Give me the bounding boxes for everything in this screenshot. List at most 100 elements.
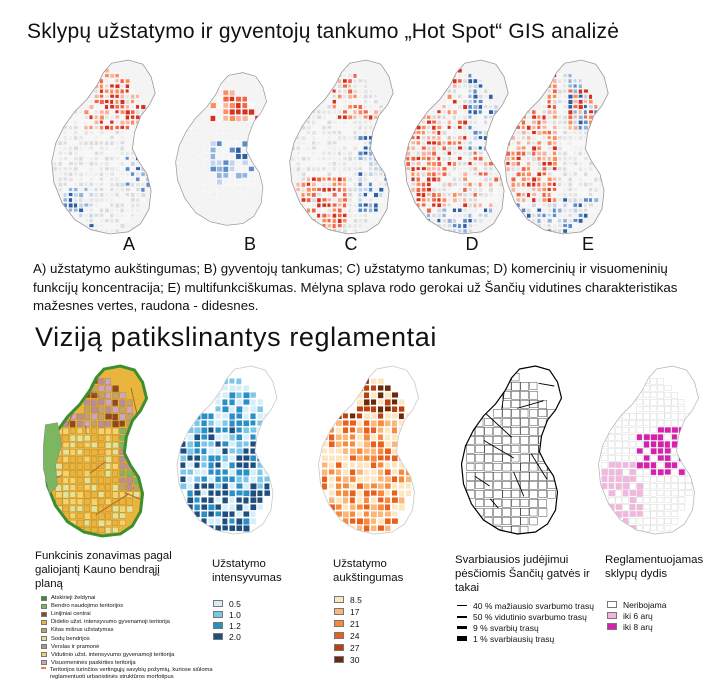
map-letter-b: B <box>243 234 256 254</box>
map-functional-zoning <box>43 364 149 538</box>
zoning-legend-item: Atskirieji želdynai <box>41 594 95 602</box>
zoning-legend-item: Vidutinio užst. intensyvumo gyvenamoji t… <box>41 651 174 659</box>
plots-legend-item-label: Neribojama <box>623 599 667 610</box>
intensity-legend-item-label: 1.0 <box>229 609 241 620</box>
hotspot-map-e <box>504 59 609 235</box>
intensity-swatch <box>213 633 223 640</box>
intensity-legend-item-label: 2.0 <box>229 631 241 642</box>
map-pedestrian-routes <box>460 365 563 535</box>
height-legend-item-label: 24 <box>350 630 360 641</box>
pedestrian-legend-item-label: 40 % mažiausio svarbumo trasų <box>473 600 594 611</box>
intensity-legend-item: 1.0 <box>213 609 241 620</box>
intensity-swatch <box>213 600 223 607</box>
height-legend-item: 17 <box>334 606 359 617</box>
height-swatch <box>334 644 344 651</box>
pedestrian-legend-item: 9 % svarbių trasų <box>457 622 539 633</box>
intensity-legend-item-label: 1.2 <box>229 620 241 631</box>
zoning-legend-item: Verslas ir pramonė <box>41 643 99 651</box>
zoning-swatch <box>41 652 47 658</box>
zoning-legend-item-label: Bendro naudojimo teritorijos <box>51 603 124 610</box>
height-legend-item: 8.5 <box>334 594 362 605</box>
line-weight-icon <box>457 636 467 641</box>
zoning-swatch <box>41 627 47 633</box>
zoning-legend-item: Bendro naudojimo teritorijos <box>41 602 123 610</box>
zoning-legend-item-label: Teritorijos turinčios vertingųjų savybių… <box>49 666 213 680</box>
plots-legend-item: iki 8 arų <box>607 621 653 632</box>
plots-legend-item-label: iki 6 arų <box>623 610 653 621</box>
height-legend-title: Užstatymo aukštingumas <box>333 558 404 584</box>
intensity-legend-item-label: 0.5 <box>229 598 241 609</box>
intensity-legend-item: 2.0 <box>213 631 241 642</box>
zoning-legend-item-label: Kitas mišrus užstatymas <box>51 627 114 634</box>
zoning-swatch <box>41 603 47 609</box>
zoning-swatch-line <box>41 666 46 669</box>
map-letter-a: A <box>122 234 135 254</box>
map-letter-e: E <box>581 234 594 254</box>
hotspot-map-d <box>404 59 509 235</box>
height-legend-item-label: 8.5 <box>350 594 362 605</box>
pedestrian-legend-item: 50 % vidutinio svarbumo trasų <box>457 611 587 622</box>
height-legend-item-label: 30 <box>350 654 360 665</box>
height-legend-item: 24 <box>334 630 359 641</box>
height-legend-item-label: 17 <box>350 606 360 617</box>
zoning-swatch <box>41 636 47 641</box>
pedestrian-legend-title: Svarbiausios judėjimui pėsčiomis Šančių … <box>455 554 590 594</box>
pedestrian-legend-item-label: 1 % svarbiausių trasų <box>473 633 555 644</box>
pedestrian-legend-item-label: 50 % vidutinio svarbumo trasų <box>473 611 587 622</box>
map-plot-size <box>598 365 699 535</box>
line-weight-icon <box>457 615 467 618</box>
height-swatch <box>334 632 344 639</box>
zoning-legend-item-label: Sodų bendrijos <box>51 635 90 642</box>
zoning-legend-item: Teritorijos turinčios vertingųjų savybių… <box>41 666 226 680</box>
height-swatch <box>334 656 344 663</box>
height-swatch <box>334 620 344 627</box>
intensity-legend-item: 1.2 <box>213 620 241 631</box>
pedestrian-legend-item-label: 9 % svarbių trasų <box>473 622 539 633</box>
pedestrian-legend-item: 1 % svarbiausių trasų <box>457 633 554 644</box>
plots-legend-item: Neribojama <box>607 599 666 610</box>
hotspot-caption: A) užstatymo aukštingumas; B) gyventojų … <box>33 261 678 313</box>
plots-legend-item-label: iki 8 arų <box>623 621 653 632</box>
height-legend-item: 30 <box>334 654 359 665</box>
plots-swatch <box>607 601 617 608</box>
height-swatch <box>334 608 344 615</box>
line-weight-icon <box>457 605 467 606</box>
plots-legend-title: Reglamentuojamas sklypų dydis <box>605 554 704 580</box>
intensity-swatch <box>213 611 223 618</box>
zoning-legend-item-label: Linijiniai centrai <box>51 611 91 618</box>
zoning-legend-item: Sodų bendrijos <box>41 635 90 643</box>
height-legend-item: 21 <box>334 618 359 629</box>
height-swatch <box>334 596 344 603</box>
plots-legend-item: iki 6 arų <box>607 610 653 621</box>
pedestrian-legend-item: 40 % mažiausio svarbumo trasų <box>457 600 594 611</box>
zoning-legend-item: Visuomeninės paskirties teritorija <box>41 659 136 667</box>
map-letter-c: C <box>344 234 358 254</box>
plots-swatch <box>607 623 617 630</box>
zoning-swatch <box>41 595 47 601</box>
zoning-legend-title: Funkcinis zonavimas pagal galiojantį Kau… <box>35 550 172 590</box>
intensity-legend-item: 0.5 <box>213 598 241 609</box>
zoning-swatch <box>41 660 47 666</box>
zoning-legend-item: Linijiniai centrai <box>41 610 91 618</box>
height-legend-item: 27 <box>334 642 359 653</box>
intensity-legend-title: Užstatymo intensyvumas <box>212 558 282 584</box>
hotspot-map-c <box>289 59 394 235</box>
regulations-title: Viziją patikslinantys reglamentai <box>35 322 437 352</box>
zoning-legend-item: Didelio užst. intensyvumo gyvenamoji ter… <box>41 618 170 626</box>
map-letter-d: D <box>465 234 479 254</box>
zoning-swatch <box>41 644 47 650</box>
map-building-intensity <box>176 365 278 535</box>
map-building-height <box>318 365 419 535</box>
zoning-legend-item-label: Visuomeninės paskirties teritorija <box>51 659 136 666</box>
zoning-legend-item-label: Atskirieji želdynai <box>51 595 96 601</box>
plots-swatch <box>607 612 617 619</box>
hotspot-map-a <box>51 59 156 235</box>
zoning-legend-item-label: Verslas ir pramonė <box>51 643 100 650</box>
zoning-swatch <box>41 611 47 617</box>
line-weight-icon <box>457 626 467 629</box>
zoning-legend-item: Kitas mišrus užstatymas <box>41 626 114 634</box>
intensity-swatch <box>213 622 223 629</box>
hotspot-title: Sklypų užstatymo ir gyventojų tankumo „H… <box>27 20 620 43</box>
height-legend-item-label: 21 <box>350 618 360 629</box>
zoning-legend-item-label: Vidutinio užst. intensyvumo gyvenamoji t… <box>51 651 175 658</box>
